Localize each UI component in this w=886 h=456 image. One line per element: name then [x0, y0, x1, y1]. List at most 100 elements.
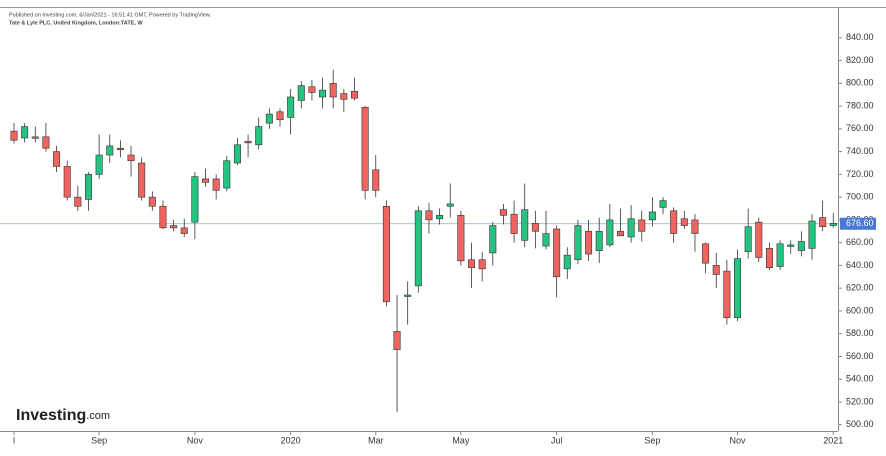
x-tick-label: Nov [730, 435, 747, 445]
candle-body [744, 226, 752, 253]
candle-body [776, 243, 784, 267]
candle-body [585, 230, 593, 255]
candle-body [670, 210, 678, 234]
candle-body [74, 196, 82, 207]
x-tick-label: Jul [551, 435, 563, 445]
x-tick-label: Sep [91, 435, 107, 445]
candle-body [723, 270, 731, 319]
candle-body [542, 233, 550, 247]
candle-body [95, 154, 103, 175]
candle-body [329, 83, 337, 98]
candle-body [531, 223, 539, 232]
candle-body [106, 145, 114, 156]
candle-body [148, 196, 156, 207]
candle-body [276, 111, 284, 121]
candle-body [350, 91, 358, 99]
candle-body [202, 178, 210, 183]
x-tick-label: May [452, 435, 470, 445]
candle-body [425, 210, 433, 221]
y-tick-label: 780.00 [846, 100, 874, 110]
candle-body [244, 141, 252, 144]
y-tick-label: 720.00 [846, 169, 874, 179]
x-tick-label: 2020 [281, 435, 301, 445]
y-tick-label: 820.00 [846, 55, 874, 65]
candle-body [84, 174, 92, 200]
candle-body [180, 227, 188, 234]
y-tick-label: 600.00 [846, 305, 874, 315]
x-tick-label: Nov [187, 435, 204, 445]
candle-body [627, 218, 635, 238]
candle-body [563, 254, 571, 270]
candle-body [191, 176, 199, 223]
candle-body [287, 96, 295, 118]
candle-body [595, 230, 603, 251]
candle-body [138, 162, 146, 198]
last-price-label: 676.60 [846, 218, 874, 228]
candle-body [223, 160, 231, 189]
last-price-box [840, 217, 876, 230]
y-tick-label: 760.00 [846, 123, 874, 133]
candle-body [21, 126, 29, 139]
candle-body [468, 259, 476, 268]
candle-body [170, 225, 178, 229]
candle-body [553, 228, 561, 278]
candle-body [308, 86, 316, 93]
x-tick-label: Mar [368, 435, 384, 445]
candle-body [233, 144, 241, 164]
candle-body [638, 219, 646, 232]
candle-body [765, 248, 773, 268]
candle-body [787, 244, 795, 247]
brand-name: Investing [16, 407, 86, 424]
candle-body [510, 213, 518, 234]
y-tick-label: 800.00 [846, 78, 874, 88]
y-tick-label: 540.00 [846, 374, 874, 384]
candle-body [53, 151, 61, 167]
x-tick-label: l [13, 435, 15, 445]
y-tick-label: 660.00 [846, 237, 874, 247]
candle-body [712, 265, 720, 275]
brand-logo: Investing.com [16, 407, 110, 424]
x-tick-label: 2021 [823, 435, 843, 445]
candle-body [648, 211, 656, 221]
candle-body [393, 331, 401, 350]
candle-body [659, 200, 667, 208]
candle-body [10, 130, 18, 141]
candle-body [159, 205, 167, 229]
candle-body [521, 209, 529, 241]
y-tick-label: 640.00 [846, 260, 874, 270]
y-tick-label: 580.00 [846, 328, 874, 338]
candle-body [63, 166, 71, 198]
y-tick-label: 700.00 [846, 192, 874, 202]
candle-body [361, 106, 369, 191]
candle-body [478, 259, 486, 270]
candle-body [42, 136, 50, 149]
candle-body [265, 113, 273, 124]
candle-body [255, 126, 263, 146]
x-tick-label: Sep [644, 435, 660, 445]
candle-body [499, 209, 507, 216]
brand-suffix: .com [86, 410, 110, 422]
candle-body [574, 225, 582, 261]
candle-body [606, 219, 614, 246]
candle-body [372, 169, 380, 191]
candle-body [680, 218, 688, 226]
candle-body [297, 85, 305, 101]
candle-body [319, 89, 327, 98]
candle-body [404, 294, 412, 297]
candle-body [446, 203, 454, 207]
candle-body [127, 154, 135, 162]
candle-body [382, 205, 390, 303]
chart-title: Tate & Lyle PLC, United Kingdom, London:… [9, 20, 143, 26]
y-tick-label: 740.00 [846, 146, 874, 156]
candle-body [691, 219, 699, 234]
candle-body [489, 225, 497, 254]
y-tick-label: 500.00 [846, 419, 874, 429]
y-tick-label: 620.00 [846, 283, 874, 293]
published-note: Published on Investing.com, 6/Jan/2021 -… [9, 12, 211, 18]
candle-body [457, 215, 465, 262]
candle-body [819, 217, 827, 228]
candle-body [116, 147, 124, 151]
